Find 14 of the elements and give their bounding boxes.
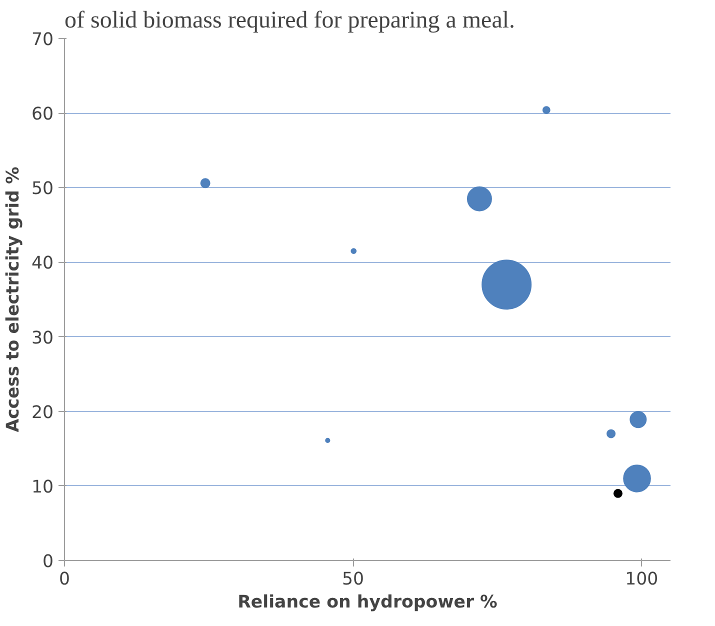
x-tick-label: 100 (625, 570, 658, 590)
y-tick-label: 70 (31, 30, 54, 50)
y-tick-label: 10 (31, 477, 54, 498)
chart-title: of solid biomass required for preparing a meal. (64, 8, 516, 34)
y-tick-label: 40 (31, 254, 54, 274)
y-tick-label: 30 (31, 328, 54, 348)
x-tick-label: 50 (342, 570, 364, 590)
y-axis-title: Access to electricity grid % (3, 166, 24, 432)
y-tick-label: 60 (31, 104, 54, 125)
y-tick-label: 20 (31, 402, 54, 423)
y-tick-label: 0 (42, 552, 54, 572)
x-axis-title: Reliance on hydropower % (238, 592, 498, 612)
y-tick-label: 50 (31, 179, 54, 200)
x-tick-label: 0 (58, 570, 70, 590)
